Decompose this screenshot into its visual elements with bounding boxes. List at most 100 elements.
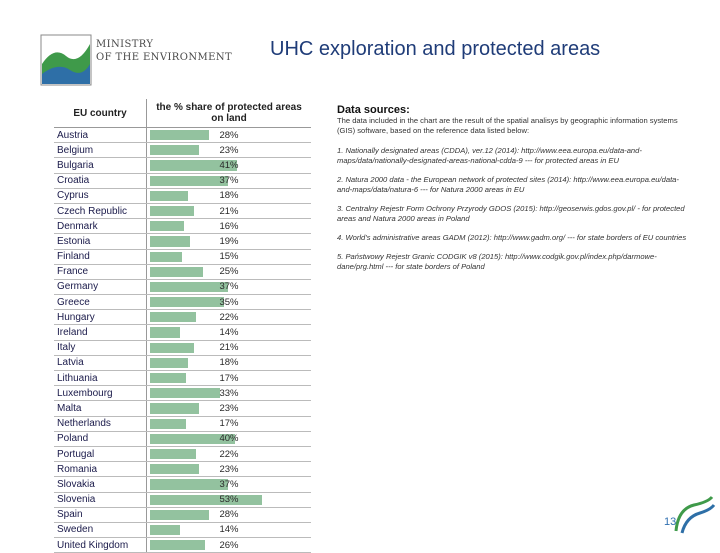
share-cell: 23%	[146, 461, 311, 478]
share-bar	[150, 418, 186, 429]
share-bar	[150, 509, 210, 520]
table-row: Slovakia 37%	[54, 476, 311, 493]
data-sources-intro: The data included in the chart are the r…	[337, 116, 678, 135]
country-cell: Poland	[54, 431, 147, 447]
column-header-share: the % share of protected areas on land	[146, 99, 311, 128]
table-row: Hungary 22%	[54, 309, 311, 326]
share-cell: 18%	[146, 188, 311, 204]
country-cell: Austria	[54, 127, 147, 144]
share-percent: 23%	[219, 144, 239, 156]
country-cell: Hungary	[54, 309, 147, 326]
share-percent: 15%	[219, 251, 239, 263]
country-cell: Ireland	[54, 324, 147, 341]
share-percent: 22%	[219, 311, 239, 323]
country-cell: Latvia	[54, 355, 147, 372]
country-cell: Finland	[54, 249, 147, 265]
country-cell: Portugal	[54, 446, 147, 463]
data-source-item: 4. World's administrative areas GADM (20…	[337, 233, 687, 242]
share-percent: 17%	[219, 418, 239, 430]
slide-title: UHC exploration and protected areas	[270, 38, 601, 60]
share-percent: 37%	[219, 281, 239, 293]
share-bar	[150, 312, 197, 323]
share-bar	[150, 205, 195, 217]
table-row: France 25%	[54, 264, 311, 280]
share-bar	[150, 433, 235, 444]
table-row: Finland 15%	[54, 249, 311, 265]
data-source-item: 3. Centralny Rejestr Form Ochrony Przyro…	[337, 204, 685, 223]
country-cell: Romania	[54, 461, 147, 478]
share-bar	[150, 266, 203, 277]
table-row: Bulgaria 41%	[54, 157, 311, 174]
share-percent: 18%	[219, 190, 239, 202]
share-percent: 21%	[219, 342, 239, 354]
share-percent: 17%	[219, 372, 239, 384]
share-bar	[150, 251, 182, 262]
page-number: 13	[664, 516, 677, 528]
share-bar	[150, 494, 262, 505]
share-percent: 16%	[219, 220, 239, 232]
table-row: Lithuania 17%	[54, 370, 311, 387]
country-cell: Spain	[54, 507, 147, 523]
share-cell: 17%	[146, 370, 311, 387]
ministry-logo: MINISTRY OF THE ENVIRONMENT	[40, 30, 240, 90]
share-percent: 21%	[219, 205, 239, 217]
share-cell: 21%	[146, 203, 311, 220]
share-bar	[150, 357, 189, 368]
country-cell: France	[54, 264, 147, 280]
country-cell: Bulgaria	[54, 157, 147, 174]
table-row: Romania 23%	[54, 461, 311, 478]
country-cell: Belgium	[54, 142, 147, 159]
ministry-logo-icon	[40, 34, 92, 86]
share-cell: 21%	[146, 340, 311, 356]
table-row: Estonia 19%	[54, 233, 311, 250]
share-cell: 37%	[146, 476, 311, 493]
country-cell: Greece	[54, 294, 147, 311]
table-row: Austria 28%	[54, 127, 311, 144]
country-cell: Italy	[54, 340, 147, 356]
share-percent: 23%	[219, 463, 239, 475]
share-bar	[150, 524, 180, 536]
logo-line-2: OF THE ENVIRONMENT	[96, 52, 233, 63]
country-cell: Cyprus	[54, 188, 147, 204]
share-percent: 35%	[219, 296, 239, 308]
share-bar	[150, 373, 186, 384]
share-bar	[150, 160, 237, 171]
share-percent: 18%	[219, 357, 239, 369]
table-row: Slovenia 53%	[54, 492, 311, 508]
share-cell: 28%	[146, 507, 311, 523]
share-percent: 40%	[219, 433, 239, 445]
share-cell: 19%	[146, 233, 311, 250]
table-row: Portugal 22%	[54, 446, 311, 463]
table-row: Czech Republic 21%	[54, 203, 311, 220]
share-bar	[150, 190, 189, 201]
protected-areas-table: EU country the % share of protected area…	[54, 99, 311, 553]
share-cell: 28%	[146, 127, 311, 144]
share-cell: 18%	[146, 355, 311, 372]
share-bar	[150, 221, 184, 232]
data-source-item: 2. Natura 2000 data - the European netwo…	[337, 175, 679, 194]
country-cell: Denmark	[54, 218, 147, 235]
share-percent: 23%	[219, 402, 239, 414]
share-bar	[150, 479, 229, 490]
table-row: Greece 35%	[54, 294, 311, 311]
share-cell: 41%	[146, 157, 311, 174]
share-cell: 17%	[146, 416, 311, 432]
share-percent: 28%	[219, 129, 239, 141]
country-cell: Estonia	[54, 233, 147, 250]
share-bar	[150, 297, 224, 308]
share-percent: 14%	[219, 524, 239, 536]
table-row: Cyprus 18%	[54, 188, 311, 204]
share-bar	[150, 281, 229, 293]
share-cell: 53%	[146, 492, 311, 508]
table-row: Italy 21%	[54, 340, 311, 356]
table-row: Poland 40%	[54, 431, 311, 447]
share-bar	[150, 175, 229, 186]
country-cell: Czech Republic	[54, 203, 147, 220]
table-row: Ireland 14%	[54, 324, 311, 341]
share-percent: 19%	[219, 235, 239, 247]
country-cell: Malta	[54, 400, 147, 417]
share-percent: 28%	[219, 509, 239, 521]
data-source-item: 1. Nationally designated areas (CDDA), v…	[337, 146, 642, 165]
table-row: Latvia 18%	[54, 355, 311, 372]
share-bar	[150, 388, 220, 399]
